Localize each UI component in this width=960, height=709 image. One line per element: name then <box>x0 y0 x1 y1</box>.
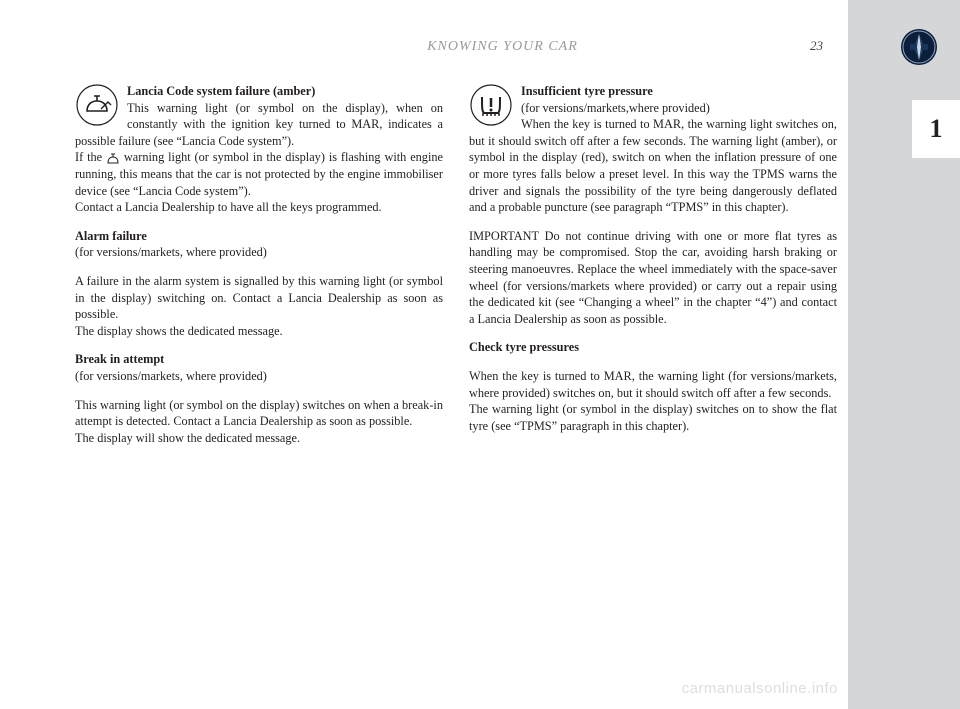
header-page-number: 23 <box>810 38 823 54</box>
text-columns: Lancia Code system failure (amber) This … <box>75 83 848 458</box>
body-text: The display shows the dedicated message. <box>75 324 283 338</box>
body-text: The warning light (or symbol in the disp… <box>469 402 837 433</box>
page-header: KNOWING YOUR CAR 23 <box>75 38 848 55</box>
sidebar: 1 <box>848 0 960 709</box>
right-column: Insufficient tyre pressure (for versions… <box>469 83 837 458</box>
body-text: The display will show the dedicated mess… <box>75 431 300 445</box>
chapter-number: 1 <box>930 114 943 144</box>
section-check-tyre: Check tyre pressures <box>469 339 837 356</box>
body-text: If the <box>75 150 106 164</box>
left-column: Lancia Code system failure (amber) This … <box>75 83 443 458</box>
section-break-in: Break in attempt (for versions/markets, … <box>75 351 443 384</box>
body-text: When the key is turned to MAR, the warni… <box>469 369 837 400</box>
body-text: IMPORTANT Do not continue driving with o… <box>469 229 837 326</box>
body-text: A failure in the alarm system is signall… <box>75 274 443 321</box>
section-subtitle: (for versions/markets, where provided) <box>75 245 267 259</box>
chapter-tab: 1 <box>912 100 960 158</box>
section-subtitle: (for versions/markets,where provided) <box>521 101 710 115</box>
page-content: KNOWING YOUR CAR 23 Lancia Code system f… <box>0 0 848 709</box>
section-tyre-pressure: Insufficient tyre pressure (for versions… <box>469 83 837 216</box>
section-break-in-body: This warning light (or symbol on the dis… <box>75 397 443 447</box>
car-key-icon <box>75 83 119 127</box>
body-text: This warning light (or symbol on the dis… <box>75 101 443 148</box>
body-text: This warning light (or symbol on the dis… <box>75 398 443 429</box>
header-title: KNOWING YOUR CAR <box>75 39 810 55</box>
section-alarm-body: A failure in the alarm system is signall… <box>75 273 443 339</box>
car-key-inline-icon <box>106 152 120 164</box>
lancia-logo-icon <box>900 28 938 66</box>
section-subtitle: (for versions/markets, where provided) <box>75 369 267 383</box>
body-text: When the key is turned to MAR, the warni… <box>469 117 837 214</box>
section-title: Insufficient tyre pressure <box>521 84 653 98</box>
section-check-tyre-body: When the key is turned to MAR, the warni… <box>469 368 837 434</box>
section-alarm-failure: Alarm failure (for versions/markets, whe… <box>75 228 443 261</box>
tyre-pressure-icon <box>469 83 513 127</box>
section-title: Lancia Code system failure (amber) <box>127 84 315 98</box>
body-text: Contact a Lancia Dealership to have all … <box>75 200 382 214</box>
section-title: Alarm failure <box>75 229 147 243</box>
section-tyre-important: IMPORTANT Do not continue driving with o… <box>469 228 837 328</box>
watermark-text: carmanualsonline.info <box>682 680 838 697</box>
section-lancia-code: Lancia Code system failure (amber) This … <box>75 83 443 216</box>
section-title: Check tyre pressures <box>469 340 579 354</box>
section-title: Break in attempt <box>75 352 164 366</box>
body-text: warning light (or symbol in the display)… <box>75 150 443 197</box>
